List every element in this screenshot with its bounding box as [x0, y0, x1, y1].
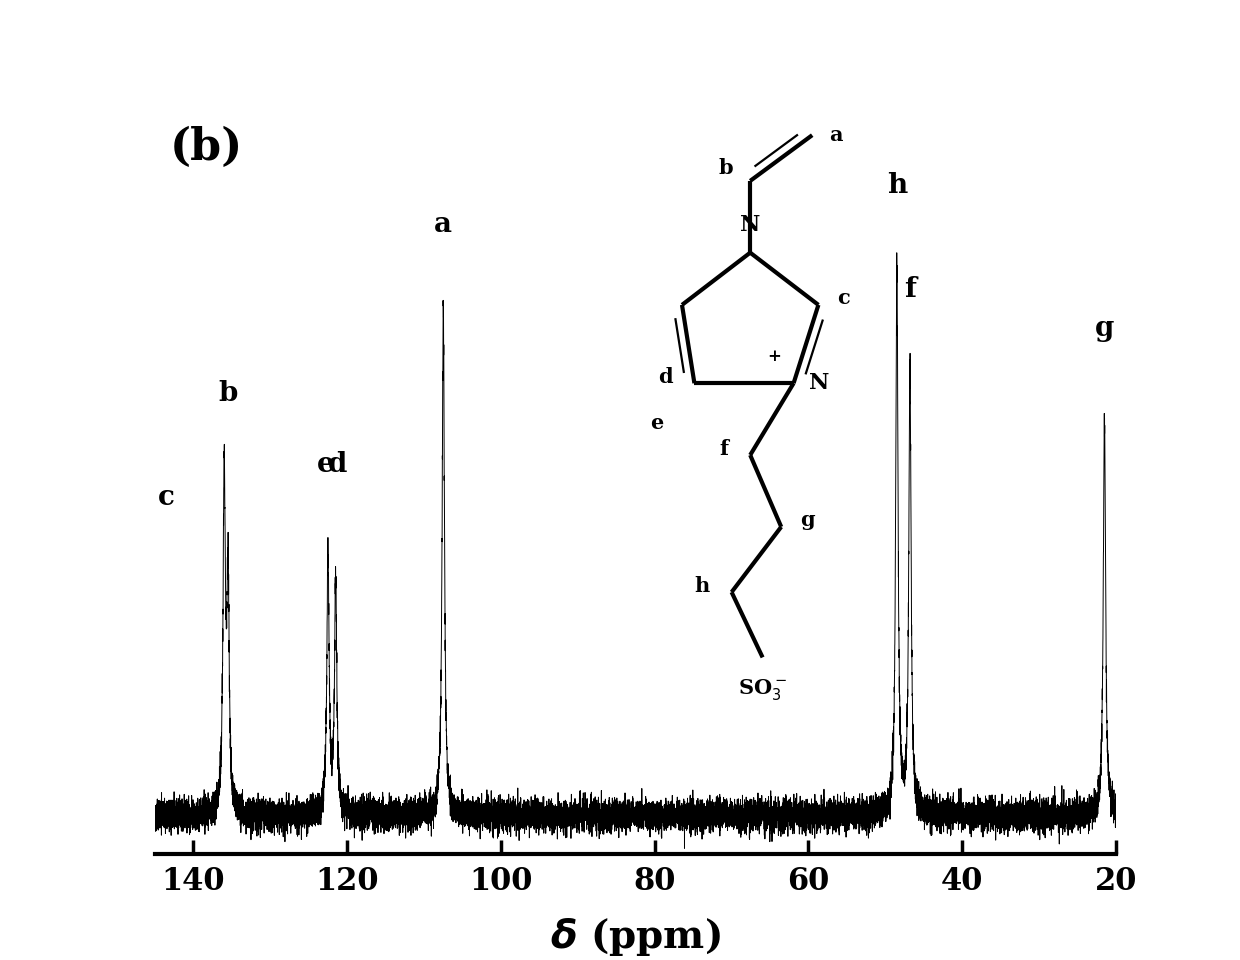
Text: e: e: [316, 451, 335, 478]
Text: a: a: [434, 211, 453, 238]
Text: b: b: [718, 157, 733, 178]
Text: e: e: [651, 413, 663, 433]
Text: f: f: [719, 439, 729, 459]
Text: +: +: [766, 348, 781, 365]
Text: b: b: [218, 380, 238, 407]
Text: d: d: [658, 367, 672, 387]
X-axis label: $\boldsymbol{\delta}$ (ppm): $\boldsymbol{\delta}$ (ppm): [551, 916, 720, 958]
Text: g: g: [800, 511, 815, 530]
Text: N: N: [740, 214, 760, 236]
Text: a: a: [830, 125, 843, 145]
Text: f: f: [904, 276, 916, 303]
Text: (b): (b): [170, 127, 243, 169]
Text: h: h: [887, 173, 906, 200]
Text: h: h: [694, 576, 711, 595]
Text: d: d: [329, 451, 347, 478]
Text: g: g: [1095, 315, 1115, 342]
Text: SO$_3^-$: SO$_3^-$: [738, 677, 787, 702]
Text: c: c: [837, 288, 849, 308]
Text: N: N: [810, 372, 830, 395]
Text: c: c: [157, 484, 175, 511]
